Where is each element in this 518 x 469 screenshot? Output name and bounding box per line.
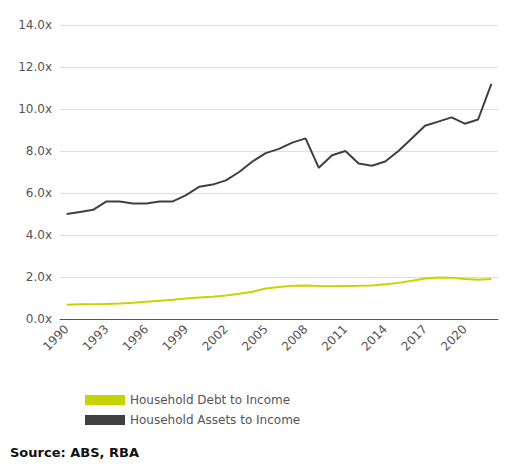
svg-text:12.0x: 12.0x — [18, 60, 52, 74]
svg-text:14.0x: 14.0x — [18, 18, 52, 32]
svg-text:2011: 2011 — [319, 322, 350, 353]
svg-text:2008: 2008 — [279, 322, 310, 353]
svg-text:2002: 2002 — [199, 322, 230, 353]
svg-text:2.0x: 2.0x — [26, 270, 52, 284]
svg-text:4.0x: 4.0x — [26, 228, 52, 242]
svg-text:2020: 2020 — [438, 322, 469, 353]
svg-text:6.0x: 6.0x — [26, 186, 52, 200]
svg-text:Household Assets to Income: Household Assets to Income — [130, 413, 300, 427]
svg-text:1996: 1996 — [120, 322, 151, 353]
svg-text:2005: 2005 — [239, 322, 270, 353]
svg-text:2017: 2017 — [398, 322, 429, 353]
svg-text:1999: 1999 — [160, 322, 191, 353]
svg-text:1990: 1990 — [40, 322, 71, 353]
svg-text:1993: 1993 — [80, 322, 111, 353]
svg-text:2014: 2014 — [359, 322, 390, 353]
svg-text:0.0x: 0.0x — [26, 312, 52, 326]
svg-text:8.0x: 8.0x — [26, 144, 52, 158]
svg-text:Source: ABS, RBA: Source: ABS, RBA — [10, 445, 139, 460]
svg-text:10.0x: 10.0x — [18, 102, 52, 116]
svg-text:Household Debt to Income: Household Debt to Income — [130, 393, 290, 407]
